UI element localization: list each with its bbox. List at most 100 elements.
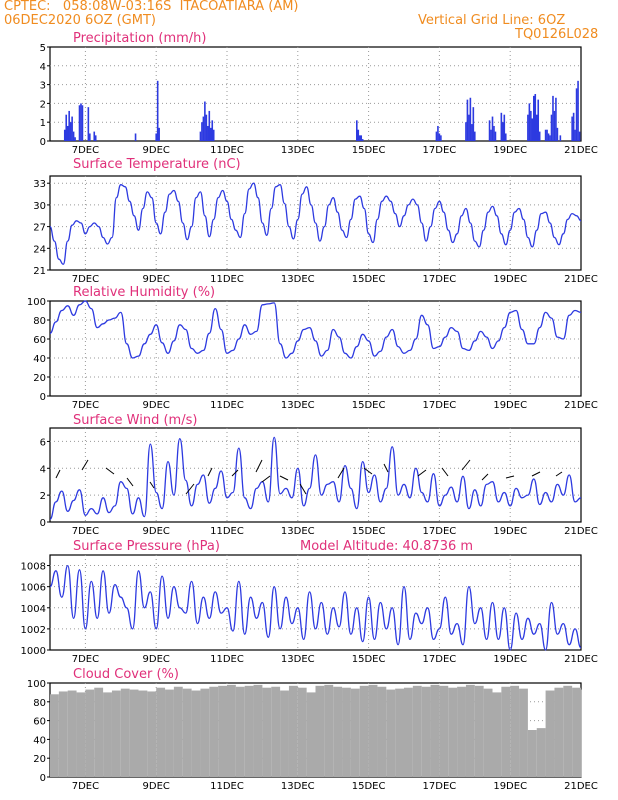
cloud-bar <box>235 686 245 777</box>
x-tick-label: 7DEC <box>72 781 99 792</box>
precip-bar <box>360 135 363 141</box>
x-tick-label: 21DEC <box>564 654 598 665</box>
precip-bar <box>80 103 82 141</box>
y-tick-label: 1004 <box>21 604 46 615</box>
y-tick-label: 21 <box>33 266 46 277</box>
y-tick-label: 1 <box>40 118 46 129</box>
cloud-bar <box>457 686 466 777</box>
wind-arrow <box>207 467 213 477</box>
wind-arrow <box>231 469 239 477</box>
precip-bar <box>207 125 209 141</box>
precip-bar <box>435 131 438 141</box>
cloud-bar <box>492 692 502 777</box>
cloud-bar <box>94 687 104 777</box>
cloud-bar <box>76 692 86 777</box>
y-tick-label: 20 <box>33 754 46 765</box>
precip-bar <box>156 80 159 141</box>
x-tick-label: 19DEC <box>493 781 527 792</box>
precip-bar <box>493 125 495 141</box>
precip-bar <box>87 107 90 141</box>
cloud-bar <box>333 686 343 777</box>
cloud-bar <box>253 684 263 777</box>
y-tick-label: 0 <box>40 518 46 529</box>
cloud-bar <box>227 684 236 777</box>
y-tick-label: 5 <box>40 43 46 54</box>
x-tick-label: 17DEC <box>423 654 457 665</box>
y-tick-label: 4 <box>40 62 46 73</box>
x-tick-label: 17DEC <box>423 145 457 156</box>
y-tick-label: 4 <box>40 464 46 475</box>
precip-bar <box>205 114 208 141</box>
x-tick-label: 17DEC <box>423 274 457 285</box>
cloud-bar <box>439 685 449 777</box>
cloud-bar <box>430 684 440 777</box>
series-line <box>49 436 582 520</box>
series-line <box>49 564 582 651</box>
precip-bar <box>63 129 66 141</box>
precip-bar <box>204 101 206 141</box>
wind-arrow <box>505 475 515 479</box>
wind-arrow <box>81 459 89 471</box>
cloud-bar <box>395 688 404 777</box>
cloud-bar <box>474 685 484 777</box>
series-line <box>49 182 582 265</box>
panel-title: Surface Temperature (nC) <box>73 157 241 172</box>
precip-bar <box>361 139 364 141</box>
x-tick-label: 15DEC <box>352 781 386 792</box>
x-tick-label: 13DEC <box>281 145 315 156</box>
x-tick-label: 11DEC <box>210 781 244 792</box>
x-tick-label: 7DEC <box>72 400 99 411</box>
cloud-bar <box>359 685 369 777</box>
precip-bar <box>530 110 532 141</box>
y-tick-label: 1006 <box>21 583 46 594</box>
x-tick-label: 21DEC <box>564 526 598 537</box>
cloud-bar <box>342 687 351 777</box>
cloud-bar <box>545 690 555 777</box>
cloud-bar <box>280 690 289 777</box>
x-tick-label: 19DEC <box>493 526 527 537</box>
panel-frame <box>49 300 582 397</box>
precip-bar <box>438 133 441 141</box>
x-tick-label: 21DEC <box>564 145 598 156</box>
precip-bar <box>71 116 73 141</box>
y-tick-label: 27 <box>33 223 46 234</box>
panel-title: Precipitation (mm/h) <box>73 31 206 46</box>
precip-bar <box>574 129 576 141</box>
precip-bar <box>155 133 157 141</box>
wind-arrow <box>279 475 289 481</box>
x-tick-label: 19DEC <box>493 274 527 285</box>
y-tick-label: 20 <box>33 373 46 384</box>
x-tick-label: 17DEC <box>423 526 457 537</box>
x-tick-label: 17DEC <box>423 400 457 411</box>
precip-bar <box>502 122 504 141</box>
precip-bar <box>556 127 559 141</box>
x-tick-label: 11DEC <box>210 145 244 156</box>
cloud-bar <box>156 687 166 777</box>
wind-arrow <box>555 471 563 477</box>
cloud-bar <box>297 687 307 777</box>
x-tick-label: 17DEC <box>423 781 457 792</box>
precip-bar <box>440 135 442 141</box>
wind-arrow <box>105 467 115 475</box>
precip-bar <box>528 103 531 141</box>
x-tick-label: 13DEC <box>281 274 315 285</box>
precip-bar <box>357 129 360 141</box>
precip-bar <box>572 112 575 141</box>
y-tick-label: 80 <box>33 698 46 709</box>
cloud-bar <box>165 689 174 777</box>
precip-bar <box>494 131 497 141</box>
cloud-bar <box>572 687 581 777</box>
precip-bar <box>356 120 358 141</box>
x-tick-label: 9DEC <box>143 781 170 792</box>
x-tick-label: 11DEC <box>210 526 244 537</box>
x-tick-label: 21DEC <box>564 400 598 411</box>
y-tick-label: 60 <box>33 717 46 728</box>
cloud-bar <box>501 686 511 777</box>
cloud-bar <box>244 685 254 777</box>
cloud-bar <box>50 694 59 777</box>
x-tick-label: 7DEC <box>72 145 99 156</box>
cloud-bar <box>111 690 121 777</box>
precip-bar <box>134 133 137 141</box>
cloud-bar <box>288 685 298 777</box>
precip-bar <box>527 114 529 141</box>
